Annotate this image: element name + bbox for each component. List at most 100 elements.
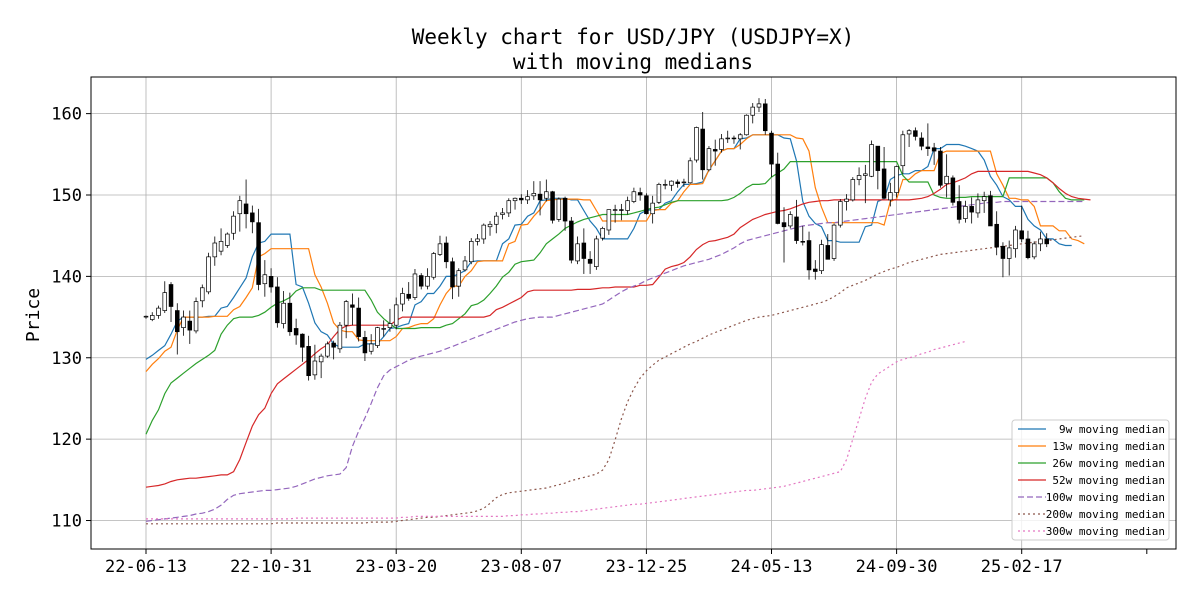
chart-title-line1: Weekly chart for USD/JPY (USDJPY=X) [412,25,855,49]
candle-body-up [475,238,480,242]
candle-body-down [969,206,974,213]
candle-body-down [675,181,680,184]
candle-body-up [788,214,793,227]
candle-body-down [925,146,931,149]
legend-label: 200w moving median [1046,508,1165,521]
legend-label: 300w moving median [1046,525,1165,538]
candle-body-up [156,307,161,316]
candle-body-up [193,301,199,332]
candle-body-up [544,191,549,199]
candle-body-down [1000,245,1006,259]
candle-body-up [512,197,518,202]
candle-body-up [456,270,462,287]
series-line-52w [145,170,1091,488]
candle-body-up [838,201,843,226]
candle-body-up [312,360,318,376]
candle-body-up [575,243,580,262]
candle-body-down [881,168,887,199]
candle-body-up [650,202,655,215]
candle-body-up [894,166,899,193]
x-tick-label: 24-05-13 [731,557,813,577]
series-line-300w [146,340,966,520]
candle-body-down [762,103,768,132]
candle-body-up [869,144,874,177]
axis-ticks: 110 120 130 140 150 160 22-06-13 22-10-31 23-03-… [51,105,1148,577]
candle-body-up [631,191,637,202]
candle-body-up [375,327,380,346]
candle-body-down [769,132,774,165]
candle-body-down [569,220,574,261]
candle-body-down [781,222,787,228]
candle-body-up [400,293,405,305]
y-tick-label: 140 [51,267,82,287]
candle-body-down [550,191,555,221]
candle-body-down [250,212,255,223]
candle-body-up [337,324,343,350]
candle-body-up [612,209,618,211]
candle-body-down [644,195,649,215]
series-line-9w [145,134,1072,360]
candle-body-up [368,343,374,352]
candle-body-up [856,175,862,180]
candle-body-up [162,292,168,311]
candle-body-up [750,106,755,116]
candle-body-up [963,206,968,219]
candle-body-down [187,320,193,331]
candle-body-up [606,209,612,231]
chart-title-line2: with moving medians [513,50,753,74]
legend-label: 26w moving median [1052,457,1165,470]
candle-body-up [506,200,512,214]
candle-body-up [469,241,474,263]
y-tick-label: 130 [51,349,82,369]
candle-body-down [293,328,299,336]
candle-body-up [393,304,399,326]
candle-body-up [888,192,893,201]
candle-body-down [275,286,280,324]
candle-body-up [318,355,324,363]
candle-body-up [343,301,349,326]
candle-body-down [700,128,705,171]
candle-body-up [525,196,530,201]
candle-body-down [775,163,781,224]
candle-body-down [1025,238,1031,259]
candle-body-down [1044,238,1049,245]
candle-body-up [462,260,468,271]
candle-body-up [594,238,599,267]
candle-body-down [913,130,918,137]
candle-body-up [437,243,443,255]
series-line-100w [145,200,1085,522]
candle-body-up [900,134,906,167]
candle-body-up [425,276,430,287]
candle-body-down [450,261,455,288]
candle-body-up [694,127,699,161]
candle-body-up [737,134,743,140]
candle-body-down [243,203,249,215]
candle-body-up [625,200,630,211]
candle-body-up [387,323,393,328]
candle-body-up [281,302,286,324]
x-tick-label: 24-09-30 [856,557,938,577]
candle-body-up [381,328,386,330]
candle-body-up [431,253,436,278]
candle-body-up [819,244,824,272]
series-line-200w [146,235,1085,525]
candle-body-down [806,240,812,271]
candle-body-up [831,224,837,259]
series-line-13w [145,134,1085,372]
candle-body-down [800,241,806,243]
candle-body-up [600,228,605,239]
candle-body-down [587,258,593,264]
candle-body-down [331,342,336,348]
candle-body-down [825,245,831,260]
candle-body-up [556,198,562,220]
candle-body-down [537,193,543,201]
candle-body-up [725,137,730,140]
y-tick-label: 150 [51,186,82,206]
candle-body-up [850,179,856,201]
candle-body-down [813,268,818,272]
candle-body-down [1019,230,1024,240]
candle-body-down [562,197,568,222]
candle-body-up [669,180,674,186]
candle-body-up [200,287,205,302]
candle-body-down [988,195,993,227]
